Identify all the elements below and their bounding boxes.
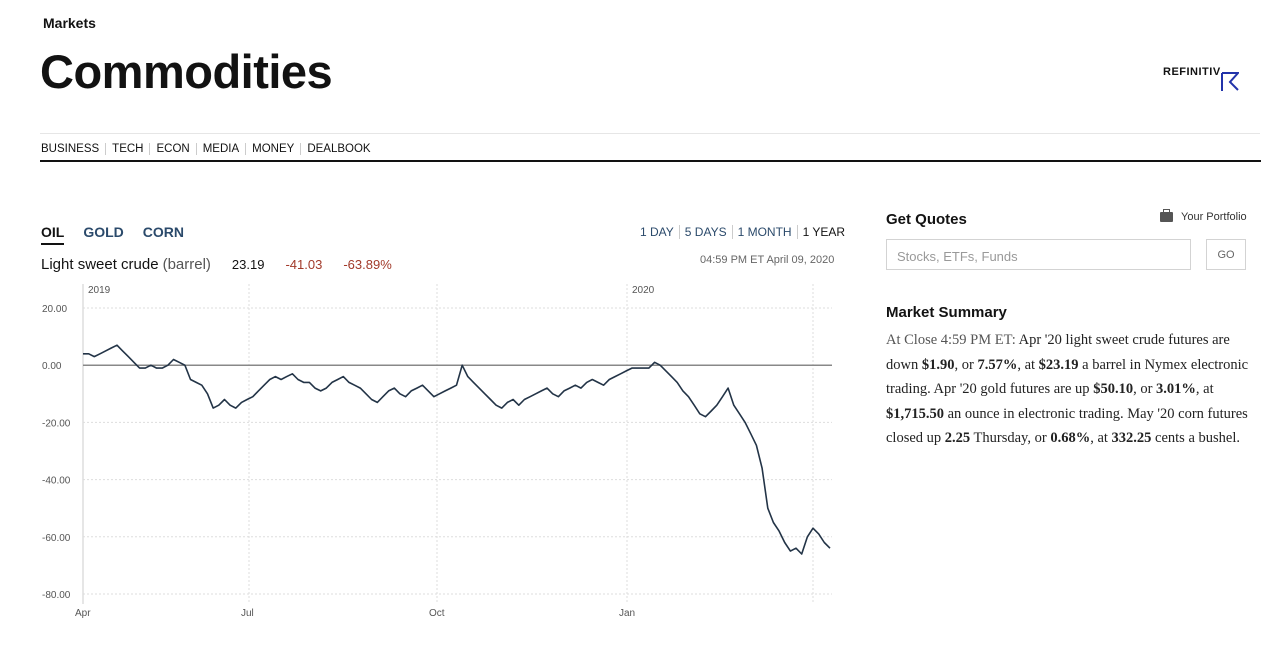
summary-text: cents a bushel. xyxy=(1151,430,1240,446)
summary-text: Apr '20 light sweet crude futures are do… xyxy=(886,332,1230,373)
commodity-tabs: OIL GOLD CORN xyxy=(41,224,203,245)
summary-value: $23.19 xyxy=(1038,356,1079,373)
quote-price: 23.19 xyxy=(231,257,265,272)
x-tick-label: Jan xyxy=(619,608,635,619)
page-title: Commodities xyxy=(40,45,333,98)
market-summary-title: Market Summary xyxy=(886,304,1007,321)
briefcase-icon xyxy=(1160,209,1173,222)
y-tick-label: 20.00 xyxy=(42,304,67,315)
range-5-days[interactable]: 5 DAYS xyxy=(678,225,732,239)
portfolio-label: Your Portfolio xyxy=(1181,211,1247,223)
summary-value: $1,715.50 xyxy=(886,405,944,422)
quote-name: Light sweet crude xyxy=(41,256,159,273)
summary-value: 332.25 xyxy=(1111,430,1152,446)
x-tick-label: Jul xyxy=(241,608,254,619)
summary-text: , or xyxy=(954,356,978,373)
price-chart[interactable]: 20.00 0.00 -20.00 -40.00 -60.00 -80.00 Apr Jul O… xyxy=(0,0,880,648)
quote-search-input[interactable]: Stocks, ETFs, Funds xyxy=(886,239,1191,270)
tab-oil[interactable]: OIL xyxy=(41,224,65,245)
summary-text: Thursday, or xyxy=(970,430,1051,446)
summary-value: $50.10 xyxy=(1093,381,1134,397)
summary-text: , or xyxy=(1133,381,1157,397)
get-quotes-title: Get Quotes xyxy=(886,211,967,228)
quote-change: -41.03 xyxy=(285,257,323,272)
your-portfolio-link[interactable]: Your Portfolio xyxy=(1160,209,1247,223)
y-tick-label: -40.00 xyxy=(42,476,71,487)
nav-item-tech[interactable]: TECH xyxy=(105,143,149,155)
summary-value: 0.68% xyxy=(1050,430,1091,446)
refinitiv-mark-icon xyxy=(1220,72,1239,91)
section-label[interactable]: Markets xyxy=(43,15,96,31)
y-tick-label: -20.00 xyxy=(42,418,71,429)
x-tick-label: Oct xyxy=(429,608,445,619)
summary-lead: At Close 4:59 PM ET: xyxy=(886,332,1016,348)
range-1-month[interactable]: 1 MONTH xyxy=(731,225,797,239)
summary-text: , at xyxy=(1195,381,1214,397)
quote-row: Light sweet crude (barrel) 23.19 -41.03 … xyxy=(41,256,392,273)
nav-item-econ[interactable]: ECON xyxy=(149,143,195,155)
summary-text: a barrel in Nymex electronic trading. Ap… xyxy=(886,356,1249,398)
nav-item-money[interactable]: MONEY xyxy=(245,143,300,155)
brand-text: REFINITIV xyxy=(1163,66,1221,78)
y-tick-label: -60.00 xyxy=(42,533,71,544)
nav-item-dealbook[interactable]: DEALBOOK xyxy=(300,143,376,155)
range-1-day[interactable]: 1 DAY xyxy=(640,225,674,239)
summary-value: 7.57% xyxy=(977,356,1018,373)
price-line xyxy=(83,344,831,555)
divider xyxy=(40,133,1260,134)
nav-item-business[interactable]: BUSINESS xyxy=(41,143,100,155)
go-button[interactable]: GO xyxy=(1206,239,1246,270)
x-tick-label: Apr xyxy=(75,608,91,619)
tab-gold[interactable]: GOLD xyxy=(83,224,124,240)
nav-item-media[interactable]: MEDIA xyxy=(195,143,245,155)
summary-text: an ounce in electronic trading. May '20 … xyxy=(886,405,1248,447)
quote-unit: (barrel) xyxy=(162,256,211,273)
summary-value: $1.90 xyxy=(921,356,955,373)
summary-value: 2.25 xyxy=(944,430,971,446)
section-nav: BUSINESS TECH ECON MEDIA MONEY DEALBOOK xyxy=(41,143,377,155)
quote-change-pct: -63.89% xyxy=(343,257,392,272)
summary-text: , at xyxy=(1017,356,1039,373)
market-summary-text: At Close 4:59 PM ET: Apr '20 light sweet… xyxy=(886,328,1251,451)
y-tick-label: -80.00 xyxy=(42,590,71,601)
year-label: 2020 xyxy=(632,285,655,296)
tab-corn[interactable]: CORN xyxy=(142,224,185,240)
summary-value: 3.01% xyxy=(1156,381,1196,397)
range-1-year[interactable]: 1 YEAR xyxy=(796,225,850,239)
quote-timestamp: 04:59 PM ET April 09, 2020 xyxy=(700,254,835,266)
refinitiv-logo: REFINITIV xyxy=(1163,66,1239,92)
y-tick-label: 0.00 xyxy=(42,361,62,372)
year-label: 2019 xyxy=(88,285,111,296)
header-rule xyxy=(40,160,1261,162)
summary-text: , at xyxy=(1090,430,1112,446)
time-range-selector: 1 DAY 5 DAYS 1 MONTH 1 YEAR xyxy=(640,225,850,239)
